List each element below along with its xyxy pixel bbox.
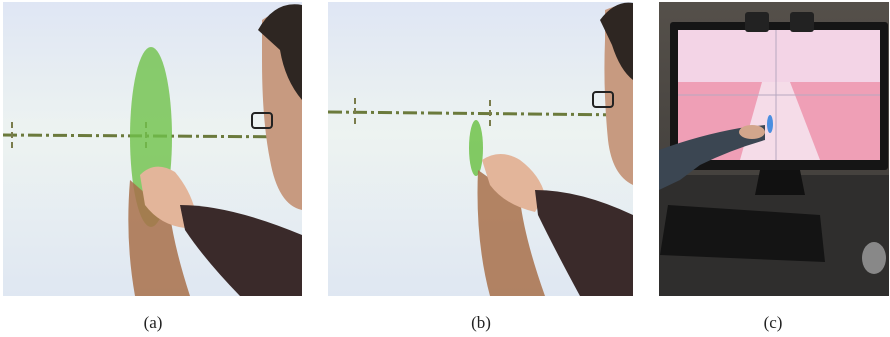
photo-b xyxy=(328,2,633,296)
target-ellipse xyxy=(767,115,773,133)
figure: (a) (b) (c) xyxy=(0,0,890,337)
camera xyxy=(745,12,769,32)
caption: (b) xyxy=(471,313,491,332)
caption: (c) xyxy=(764,313,783,332)
hand xyxy=(739,125,765,139)
mouse xyxy=(862,242,886,274)
monitor-stand xyxy=(755,170,805,195)
page: (a) (b) (c) (() => { const data = JSON.p… xyxy=(0,0,890,337)
photo-c xyxy=(659,2,889,296)
caption: (a) xyxy=(144,313,163,332)
target-ellipse xyxy=(469,120,483,176)
photo-a xyxy=(3,2,302,296)
camera xyxy=(790,12,814,32)
